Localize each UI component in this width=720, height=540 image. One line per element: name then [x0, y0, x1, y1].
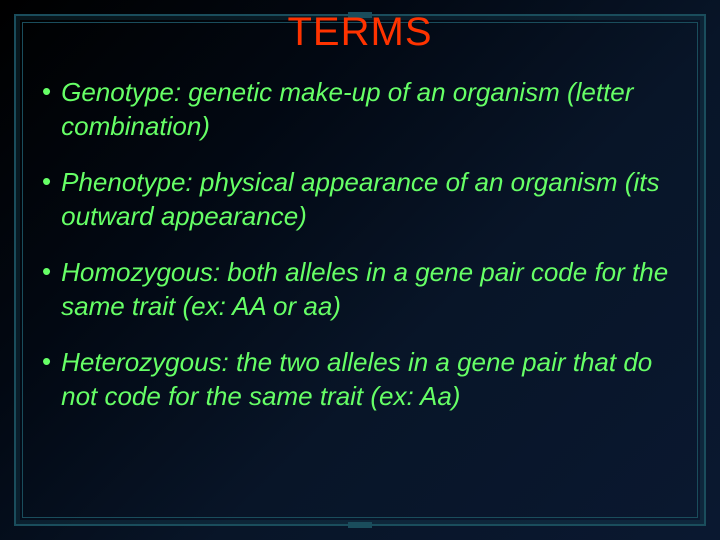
frame-notch-bottom [348, 522, 372, 528]
bullet-marker-icon: • [42, 75, 51, 107]
bullet-item: • Homozygous: both alleles in a gene pai… [42, 255, 686, 323]
slide-content: TERMS • Genotype: genetic make-up of an … [34, 10, 686, 506]
bullet-marker-icon: • [42, 345, 51, 377]
bullet-item: • Genotype: genetic make-up of an organi… [42, 75, 686, 143]
slide-title: TERMS [34, 10, 686, 55]
bullet-text: Heterozygous: the two alleles in a gene … [61, 345, 686, 413]
bullet-list: • Genotype: genetic make-up of an organi… [34, 75, 686, 413]
bullet-text: Homozygous: both alleles in a gene pair … [61, 255, 686, 323]
bullet-item: • Heterozygous: the two alleles in a gen… [42, 345, 686, 413]
bullet-item: • Phenotype: physical appearance of an o… [42, 165, 686, 233]
bullet-marker-icon: • [42, 165, 51, 197]
bullet-text: Phenotype: physical appearance of an org… [61, 165, 686, 233]
bullet-marker-icon: • [42, 255, 51, 287]
bullet-text: Genotype: genetic make-up of an organism… [61, 75, 686, 143]
